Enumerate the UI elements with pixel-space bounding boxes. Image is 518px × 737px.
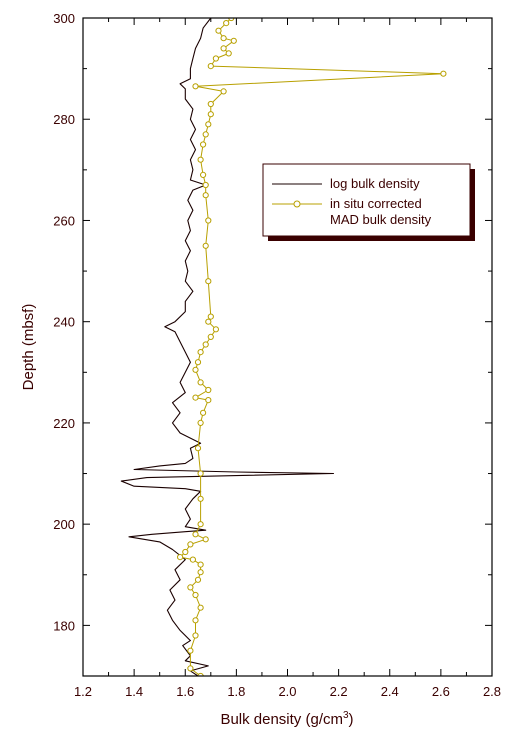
x-tick-label: 1.8 <box>227 684 245 699</box>
mad-data-point <box>205 121 212 128</box>
mad-data-point <box>197 349 204 356</box>
legend-label-mad-line2: MAD bulk density <box>330 212 432 227</box>
mad-data-point <box>187 665 194 672</box>
mad-data-point <box>230 37 237 44</box>
mad-data-point <box>197 156 204 163</box>
x-tick-label: 2.6 <box>432 684 450 699</box>
mad-data-point <box>223 20 230 27</box>
y-tick-label: 280 <box>53 112 75 127</box>
mad-data-point <box>192 531 199 538</box>
mad-data-point <box>197 495 204 502</box>
x-tick-label: 2.2 <box>330 684 348 699</box>
x-tick-label: 2.0 <box>278 684 296 699</box>
legend-box <box>262 163 471 237</box>
series-mad <box>177 18 447 676</box>
mad-data-point <box>197 521 204 528</box>
mad-data-point <box>212 326 219 333</box>
mad-data-point <box>205 278 212 285</box>
mad-data-point <box>202 181 209 189</box>
y-tick-label: 220 <box>53 416 75 431</box>
mad-data-point <box>194 576 202 583</box>
mad-data-point <box>202 242 209 249</box>
mad-data-point <box>202 341 209 348</box>
mad-data-point <box>197 604 204 611</box>
mad-data-point <box>192 366 199 373</box>
series-layer <box>120 18 447 676</box>
mad-data-point <box>220 88 227 95</box>
x-axis-label: Bulk density (g/cm3) <box>220 710 353 728</box>
mad-data-point <box>197 672 204 676</box>
y-tick-label: 300 <box>53 11 75 26</box>
mad-data-point <box>202 131 209 138</box>
legend-swatch-mad-marker <box>293 200 301 208</box>
mad-data-point <box>220 35 227 42</box>
mad-data-point <box>207 333 214 340</box>
mad-data-point <box>197 561 204 568</box>
mad-data-point <box>200 409 207 416</box>
y-tick-label: 260 <box>53 213 75 228</box>
y-tick-label: 240 <box>53 315 75 330</box>
legend-label-log: log bulk density <box>330 176 420 191</box>
mad-data-point <box>194 445 202 452</box>
mad-data-point <box>197 379 204 386</box>
y-axis-label: Depth (mbsf) <box>20 304 37 391</box>
mad-data-point <box>205 318 212 325</box>
mad-data-point <box>194 359 202 366</box>
mad-data-point <box>207 313 214 320</box>
mad-data-point <box>177 554 184 561</box>
mad-data-point <box>207 100 214 108</box>
mad-data-point <box>192 617 199 624</box>
mad-data-point <box>192 632 199 639</box>
mad-data-point <box>205 386 212 394</box>
x-tick-label: 1.6 <box>176 684 194 699</box>
mad-data-point <box>197 470 204 477</box>
mad-data-point <box>202 536 209 543</box>
mad-data-point <box>197 419 204 426</box>
x-tick-label: 1.4 <box>125 684 143 699</box>
mad-data-point <box>200 171 207 178</box>
legend: log bulk density in situ corrected MAD bu… <box>262 163 475 241</box>
legend-label-mad: in situ corrected MAD bulk density <box>330 196 432 227</box>
y-tick-label: 180 <box>53 618 75 633</box>
series-log <box>120 18 335 676</box>
mad-data-point <box>187 647 194 654</box>
mad-data-point <box>182 548 189 556</box>
mad-data-point <box>205 397 212 404</box>
mad-data-point <box>212 55 219 62</box>
mad-data-point <box>187 584 194 591</box>
mad-data-point <box>440 70 447 77</box>
mad-data-point <box>220 45 227 52</box>
x-tick-label: 1.2 <box>74 684 92 699</box>
tick-labels: 1.2 1.4 1.6 1.8 2.0 2.2 2.4 2.6 2.8 180 200 220 240 2… <box>53 11 501 699</box>
mad-data-point <box>192 394 199 401</box>
x-tick-label: 2.8 <box>483 684 501 699</box>
mad-density-line <box>179 18 444 676</box>
plot-frame <box>82 17 493 677</box>
x-tick-label: 2.4 <box>381 684 399 699</box>
mad-data-point <box>192 83 199 90</box>
mad-data-point <box>197 569 204 576</box>
mad-data-point <box>207 111 214 118</box>
mad-data-point <box>205 217 212 224</box>
mad-data-point <box>207 63 214 70</box>
mad-data-point <box>189 556 196 563</box>
log-density-line <box>120 18 335 676</box>
mad-data-point <box>228 18 235 22</box>
mad-data-point <box>187 541 194 548</box>
mad-data-point <box>200 141 207 148</box>
mad-data-point <box>192 591 199 599</box>
mad-data-point <box>215 27 222 34</box>
axis-ticks <box>82 17 493 677</box>
y-tick-label: 200 <box>53 517 75 532</box>
mad-data-point <box>202 192 209 199</box>
legend-label-mad-line1: in situ corrected <box>330 196 422 211</box>
mad-data-point <box>225 50 232 57</box>
